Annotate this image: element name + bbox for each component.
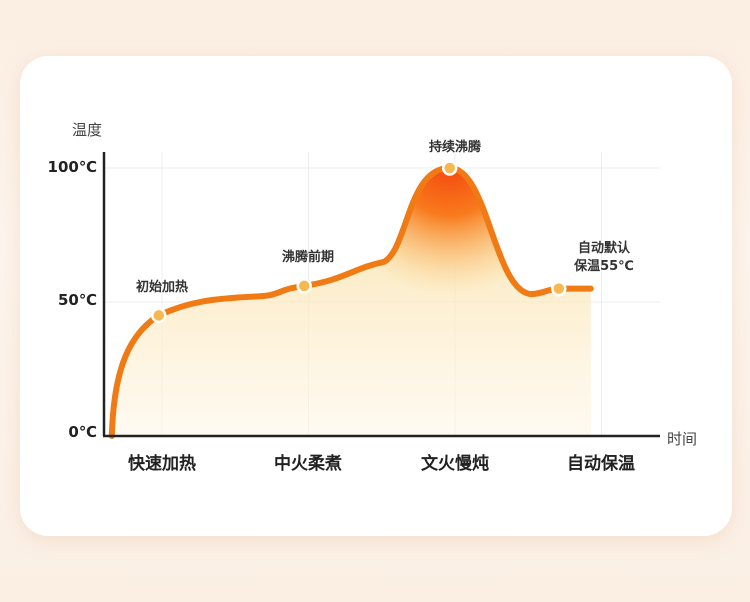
x-axis-title: 时间 [667,430,697,448]
y-axis-title: 温度 [72,121,102,139]
y-tick-label: 50℃ [58,291,97,309]
data-point-a3 [441,160,458,176]
x-category-label: 中火柔煮 [274,453,342,474]
annotation-keep-warm: 保温55℃ [573,258,634,274]
annotation-initial-heating: 初始加热 [136,279,188,295]
data-point-a1 [150,307,167,324]
peak-glow [354,168,545,313]
annotation-continuous-boil: 持续沸腾 [429,139,482,155]
annotation-keep-warm: 自动默认 [578,240,631,256]
x-category-label: 文火慢炖 [421,453,489,474]
data-point-a2 [296,278,312,294]
data-point-a4 [551,280,567,297]
annotation-pre-boil: 沸腾前期 [282,249,334,265]
y-tick-label: 100℃ [48,158,97,176]
y-tick-label: 0℃ [68,423,97,441]
x-category-label: 自动保温 [567,453,635,474]
x-category-label: 快速加热 [128,453,196,474]
